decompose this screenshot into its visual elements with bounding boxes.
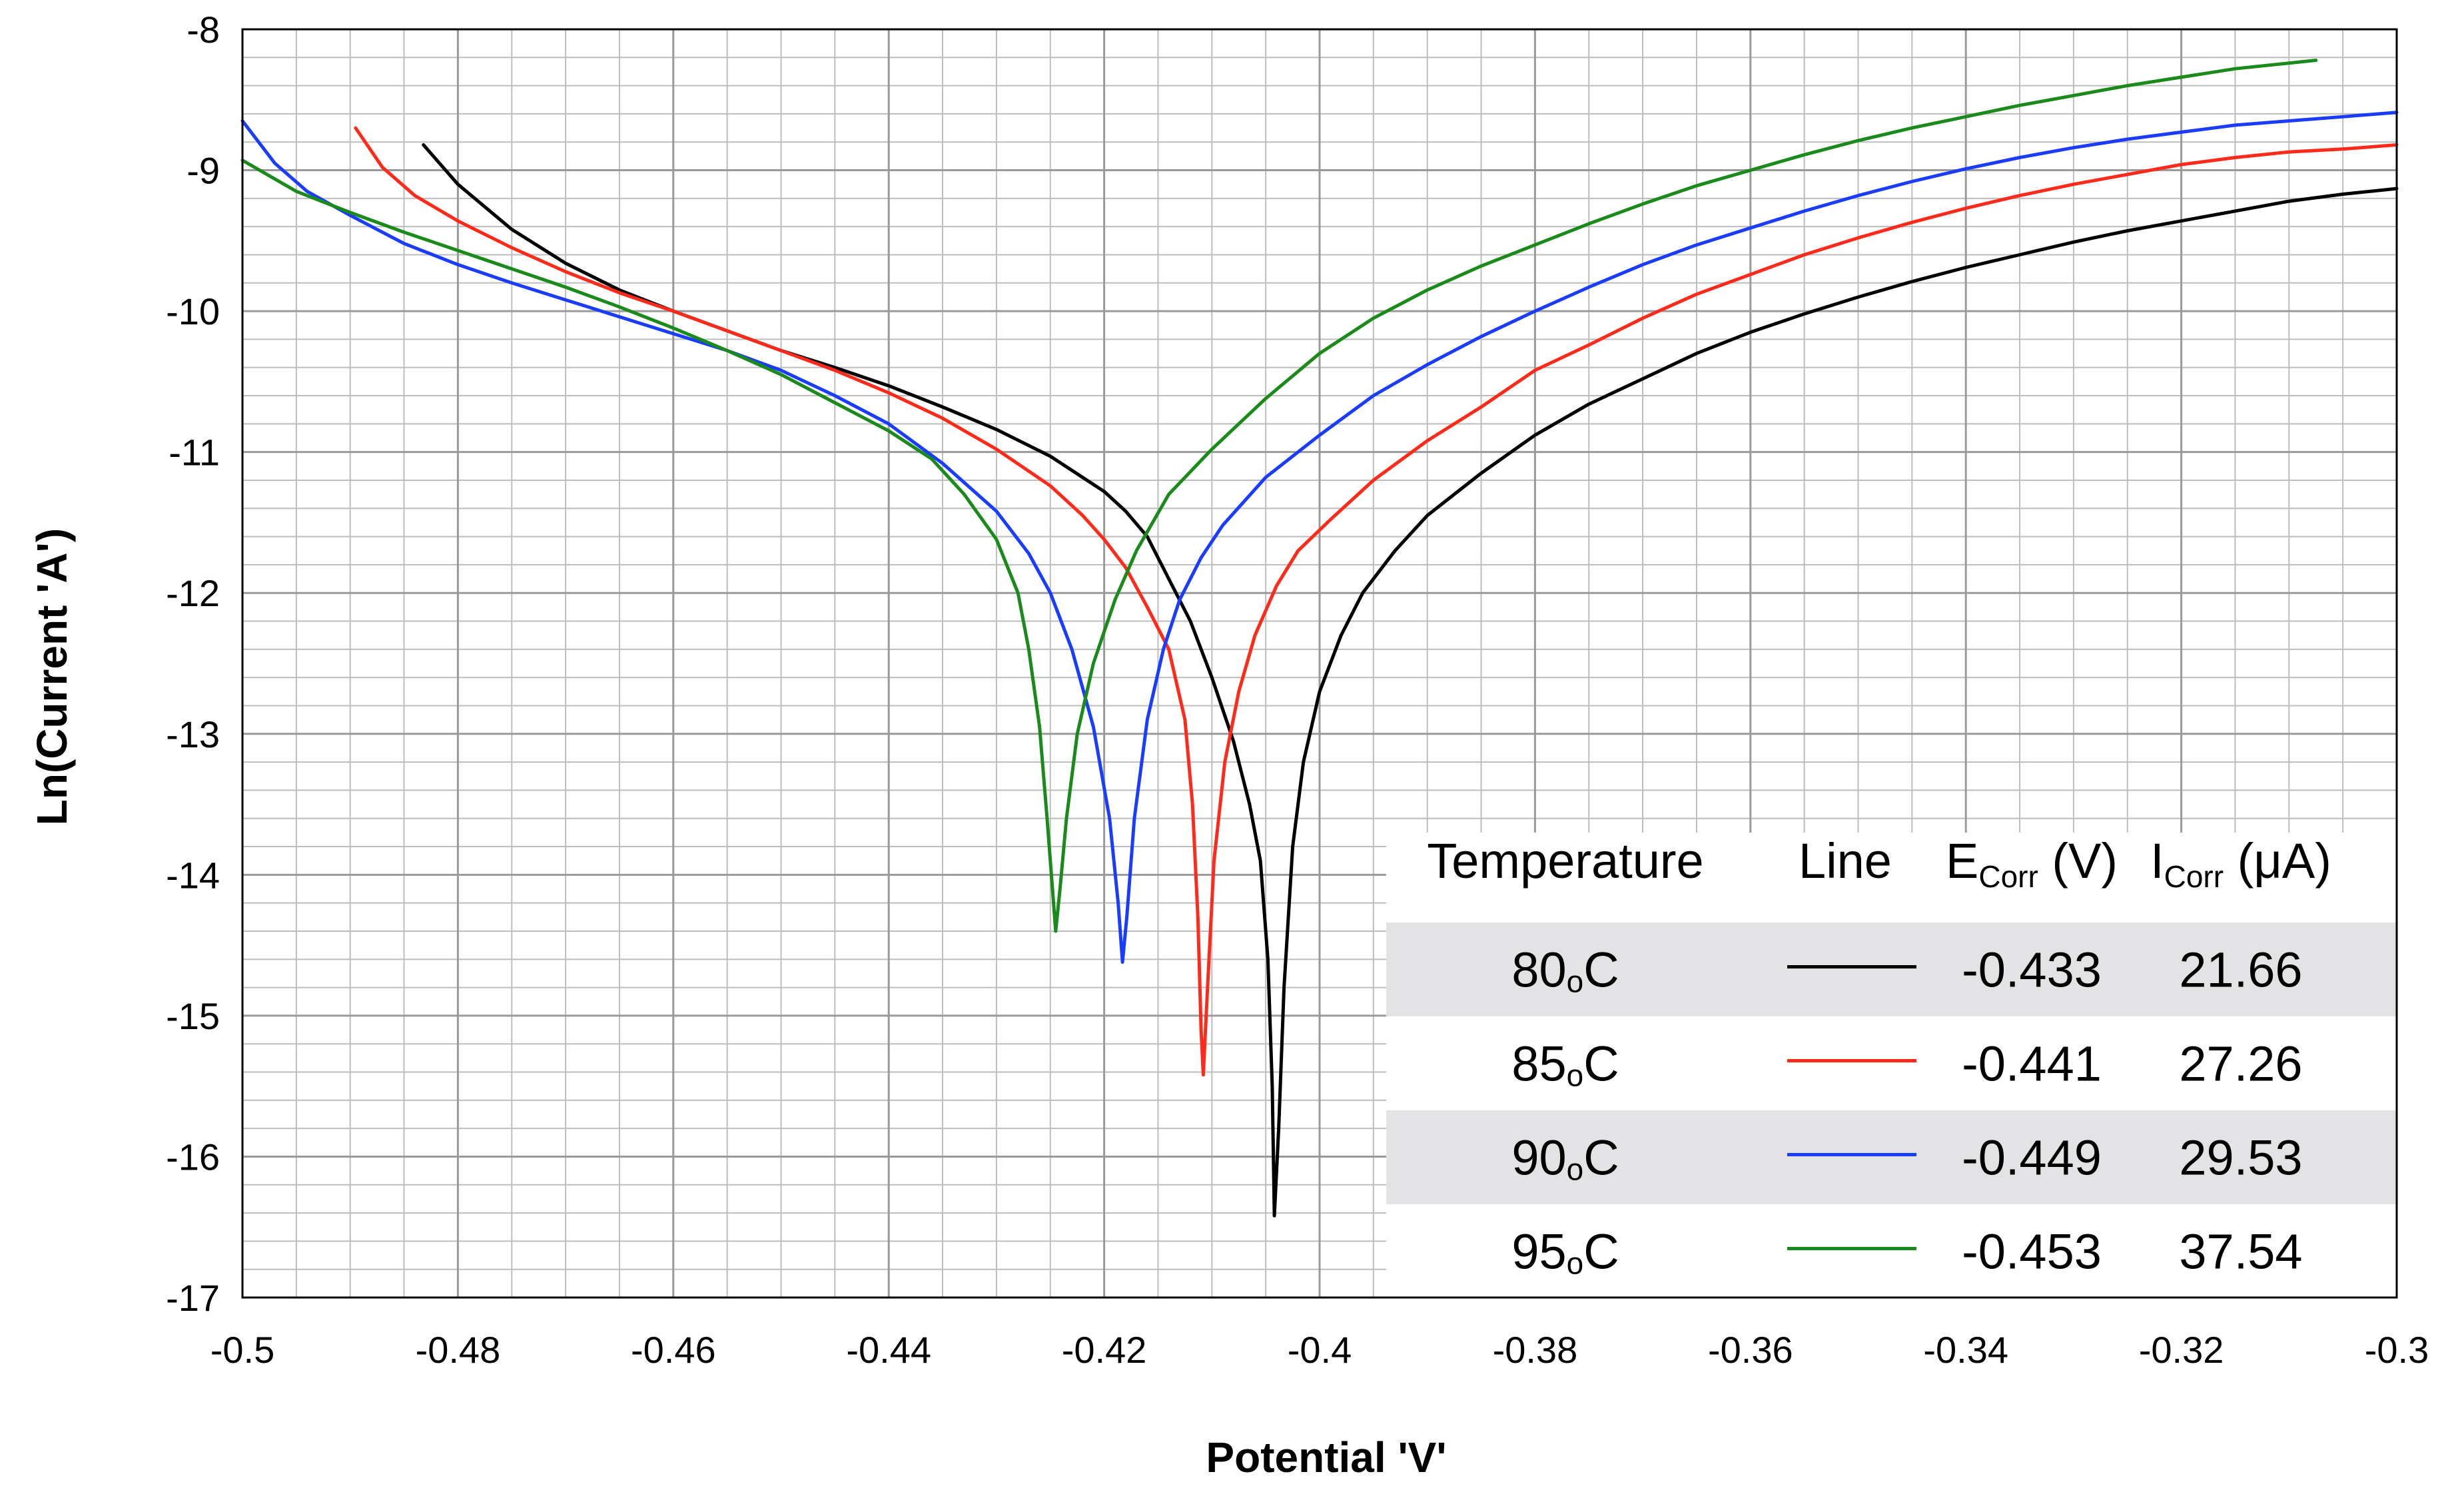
legend-row-shading <box>1386 1110 2397 1204</box>
x-tick-label: -0.36 <box>1708 1329 1793 1371</box>
y-tick-label: -17 <box>166 1277 220 1319</box>
x-tick-label: -0.38 <box>1493 1329 1578 1371</box>
x-axis-ticks: -0.5 -0.48 -0.46 -0.44 -0.42 -0.4 -0.38 -0.36 -0… <box>210 1329 2429 1371</box>
temperature-unit: C <box>1583 942 1619 998</box>
temperature-value: 85 <box>1511 1036 1566 1092</box>
x-tick-label: -0.5 <box>210 1329 275 1371</box>
series-line-90c <box>240 111 2399 964</box>
legend-row-ecorr: -0.441 <box>1962 1036 2102 1092</box>
legend-table: Temperature Line ECorr (V) ICorr (μA)80oC -0… <box>1386 833 2397 1298</box>
header-icorr-unit: (μA) <box>2224 833 2331 889</box>
legend-background <box>1386 833 2397 1298</box>
series-line-80c <box>422 143 2399 1218</box>
legend-row-icorr: 21.66 <box>2179 942 2302 998</box>
legend-header-icorr: ICorr (μA) <box>2150 833 2331 894</box>
x-tick-label: -0.34 <box>1923 1329 2008 1371</box>
header-ecorr-main: E <box>1946 833 1978 889</box>
y-tick-label: -15 <box>166 995 220 1037</box>
degree-sign: o <box>1567 964 1584 999</box>
y-tick-label: -8 <box>187 9 220 51</box>
header-temperature-label: Temperature <box>1427 833 1703 889</box>
degree-sign: o <box>1567 1246 1584 1281</box>
plot-frame <box>241 28 2398 1299</box>
degree-sign: o <box>1567 1058 1584 1093</box>
y-tick-label: -14 <box>166 854 220 896</box>
legend-row-ecorr: -0.433 <box>1962 942 2102 998</box>
temperature-unit: C <box>1583 1130 1619 1186</box>
x-tick-label: -0.42 <box>1062 1329 1147 1371</box>
x-tick-label: -0.32 <box>2139 1329 2224 1371</box>
legend-row-ecorr: -0.453 <box>1962 1224 2102 1280</box>
degree-sign: o <box>1567 1152 1584 1187</box>
x-tick-label: -0.3 <box>2365 1329 2429 1371</box>
legend-row-temperature: 85oC <box>1511 1036 1619 1093</box>
x-axis-title: Potential 'V' <box>1206 1433 1446 1481</box>
series-line-85c <box>354 126 2399 1077</box>
legend-row-icorr: 29.53 <box>2179 1130 2302 1186</box>
header-line-label: Line <box>1799 833 1892 889</box>
y-tick-label: -10 <box>166 290 220 332</box>
temperature-value: 95 <box>1511 1224 1566 1280</box>
x-tick-label: -0.48 <box>416 1329 501 1371</box>
legend-row-icorr: 27.26 <box>2179 1036 2302 1092</box>
y-tick-label: -16 <box>166 1136 220 1178</box>
legend-row-temperature: 90oC <box>1511 1130 1619 1187</box>
y-tick-label: -12 <box>166 572 220 614</box>
x-tick-label: -0.4 <box>1288 1329 1352 1371</box>
y-tick-label: -11 <box>169 432 220 474</box>
temperature-value: 80 <box>1511 942 1566 998</box>
header-icorr-sub: Corr <box>2164 859 2224 894</box>
series-line-95c <box>240 59 2318 933</box>
legend-header-ecorr: ECorr (V) <box>1946 833 2118 894</box>
legend-row-temperature: 95oC <box>1511 1224 1619 1281</box>
temperature-value: 90 <box>1511 1130 1566 1186</box>
temperature-unit: C <box>1583 1036 1619 1092</box>
header-icorr-main: I <box>2150 833 2164 889</box>
header-ecorr-sub: Corr <box>1978 859 2038 894</box>
x-tick-label: -0.46 <box>631 1329 716 1371</box>
legend-row-icorr: 37.54 <box>2179 1224 2302 1280</box>
legend-row-ecorr: -0.449 <box>1962 1130 2102 1186</box>
series-layer <box>240 59 2399 1218</box>
legend-header-temperature: Temperature <box>1427 833 1703 889</box>
y-axis-ticks: -8 -9 -10 -11 -12 -13 -14 -15 -16 -17 <box>166 9 220 1319</box>
legend-header-line: Line <box>1799 833 1892 889</box>
header-ecorr-unit: (V) <box>2038 833 2118 889</box>
y-axis-title: Ln(Current 'A') <box>28 528 76 825</box>
legend-row-shading <box>1386 923 2397 1016</box>
temperature-unit: C <box>1583 1224 1619 1280</box>
y-tick-label: -13 <box>166 713 220 755</box>
legend-row-temperature: 80oC <box>1511 942 1619 999</box>
x-tick-label: -0.44 <box>846 1329 931 1371</box>
y-tick-label: -9 <box>187 150 220 192</box>
